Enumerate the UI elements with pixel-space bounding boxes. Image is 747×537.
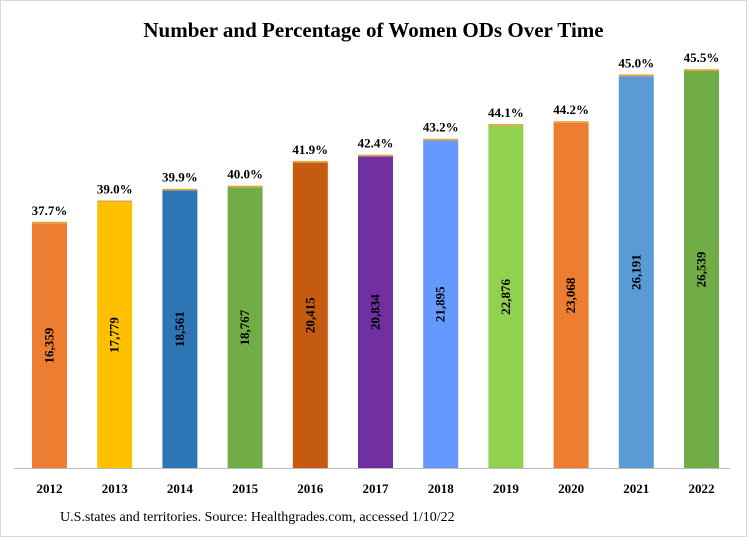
chart-title: Number and Percentage of Women ODs Over … — [143, 18, 604, 42]
x-tick-label: 2022 — [689, 481, 715, 496]
percent-label: 43.2% — [423, 120, 459, 135]
percent-bar-2017 — [358, 154, 393, 157]
percent-label: 44.1% — [488, 105, 524, 120]
bar-value-label: 26,539 — [694, 251, 709, 287]
percent-label: 40.0% — [227, 167, 263, 182]
bar-value-label: 20,834 — [368, 294, 383, 330]
x-tick-label: 2012 — [37, 481, 63, 496]
bar-2021 — [618, 76, 654, 468]
bar-2012 — [32, 223, 67, 468]
bar-2013 — [97, 202, 133, 468]
x-tick-label: 2018 — [428, 481, 455, 496]
x-tick-label: 2021 — [623, 481, 649, 496]
bar-value-label: 18,561 — [172, 311, 187, 347]
percent-bar-2014 — [162, 188, 198, 191]
bar-value-label: 16,359 — [42, 327, 57, 363]
bar-2017 — [358, 156, 393, 468]
bar-2015 — [227, 187, 263, 468]
percent-bar-2012 — [32, 221, 67, 224]
x-tick-label: 2015 — [232, 481, 259, 496]
x-tick-label: 2020 — [558, 481, 584, 496]
bar-2018 — [423, 140, 459, 468]
bar-value-label: 17,779 — [107, 317, 122, 353]
percent-label: 45.5% — [684, 50, 720, 65]
percent-label: 39.9% — [162, 170, 198, 185]
percent-label: 41.9% — [292, 142, 328, 157]
percent-bar-2019 — [488, 124, 524, 126]
bar-2020 — [553, 122, 589, 468]
bar-value-label: 18,767 — [237, 309, 252, 345]
percent-bar-2013 — [97, 200, 133, 203]
bar-value-label: 26,191 — [628, 254, 643, 290]
percent-label: 39.0% — [97, 181, 133, 196]
bar-2016 — [292, 162, 328, 469]
source-note: U.S.states and territories. Source: Heal… — [60, 510, 455, 525]
percent-label: 45.0% — [618, 55, 654, 70]
x-tick-label: 2016 — [297, 481, 324, 496]
bar-value-label: 21,895 — [433, 286, 448, 322]
percent-bar-2018 — [423, 138, 459, 141]
x-tick-label: 2017 — [363, 481, 390, 496]
percent-label: 42.4% — [358, 136, 394, 151]
percent-label: 44.2% — [553, 102, 589, 117]
bar-2019 — [488, 125, 524, 469]
x-tick-label: 2013 — [102, 481, 129, 496]
percent-bar-2015 — [227, 185, 263, 188]
bar-value-label: 22,876 — [498, 279, 513, 315]
x-tick-label: 2014 — [167, 481, 194, 496]
bar-value-label: 20,415 — [302, 297, 317, 333]
bar-2022 — [684, 71, 719, 468]
percent-bar-2021 — [618, 74, 654, 77]
bar-value-label: 23,068 — [563, 277, 578, 313]
percent-label: 37.7% — [32, 203, 68, 218]
percent-bar-2016 — [292, 160, 328, 163]
bar-2014 — [162, 190, 198, 469]
percent-bar-2022 — [684, 69, 719, 71]
x-tick-label: 2019 — [493, 481, 520, 496]
percent-bar-2020 — [553, 121, 589, 123]
